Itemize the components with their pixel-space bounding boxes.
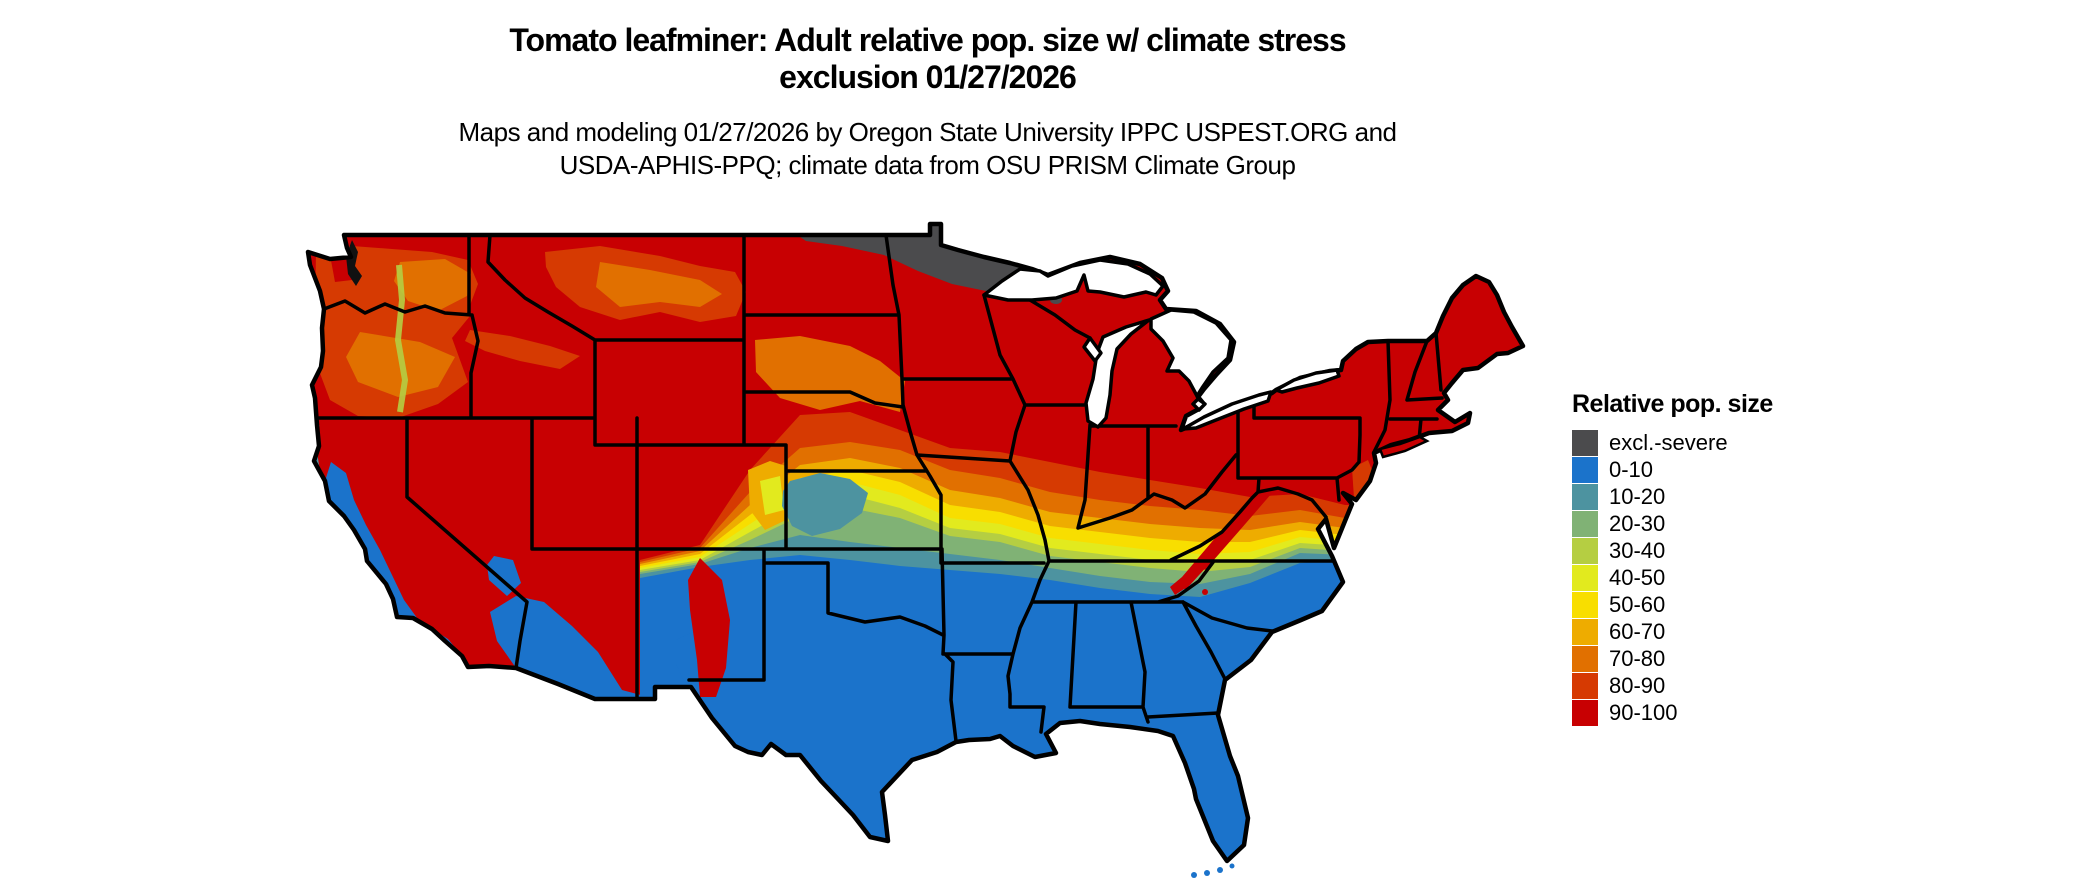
legend-item: 60-70 xyxy=(1572,619,1773,645)
legend-title: Relative pop. size xyxy=(1572,390,1773,418)
legend-label: 80-90 xyxy=(1609,673,1666,698)
legend-swatch xyxy=(1572,619,1598,645)
map-title-line1: Tomato leafminer: Adult relative pop. si… xyxy=(509,22,1346,58)
patch-nevada-0-10 xyxy=(487,556,521,596)
green-bay xyxy=(1082,336,1103,363)
patch-smokies-dot-b xyxy=(1202,589,1208,595)
legend-swatch xyxy=(1572,511,1598,537)
legend-swatch xyxy=(1572,565,1598,591)
legend-label: 60-70 xyxy=(1609,619,1666,644)
lake-ontario xyxy=(1274,368,1341,394)
cascades-fringe xyxy=(394,264,409,413)
key-dot xyxy=(1191,872,1197,878)
legend-swatch xyxy=(1572,430,1598,456)
legend-swatch xyxy=(1572,484,1598,510)
patch-california-0-10 xyxy=(325,462,468,666)
legend-swatch xyxy=(1572,592,1598,618)
lake-superior xyxy=(982,258,1165,302)
legend-item: 90-100 xyxy=(1572,700,1773,726)
legend-item: excl.-severe xyxy=(1572,430,1773,456)
patch-newmexico-90-100 xyxy=(688,558,730,697)
patch-appalachia-90-100-b xyxy=(1170,495,1262,595)
legend-item: 20-30 xyxy=(1572,511,1773,537)
map-title-line2: exclusion 01/27/2026 xyxy=(779,59,1077,95)
key-dot xyxy=(1217,867,1223,873)
legend-item: 30-40 xyxy=(1572,538,1773,564)
legend-swatch xyxy=(1572,538,1598,564)
key-dot xyxy=(1229,863,1235,869)
legend-item: 50-60 xyxy=(1572,592,1773,618)
lake-michigan xyxy=(1084,318,1151,429)
region-excluded-severe xyxy=(800,225,1048,293)
legend-item: 70-80 xyxy=(1572,646,1773,672)
great-lakes xyxy=(982,258,1341,431)
patch-colorado-40-50 xyxy=(760,476,784,515)
legend-label: 90-100 xyxy=(1609,700,1678,725)
map-subtitle: Maps and modeling 01/27/2026 by Oregon S… xyxy=(0,116,1855,182)
lake-huron xyxy=(1149,308,1233,398)
legend-item: 0-10 xyxy=(1572,457,1773,483)
map-subtitle-line1: Maps and modeling 01/27/2026 by Oregon S… xyxy=(458,117,1397,147)
conus-outline xyxy=(305,221,1526,864)
key-dot xyxy=(1204,870,1210,876)
legend-swatch xyxy=(1572,646,1598,672)
long-island xyxy=(1378,435,1430,459)
legend-label: 10-20 xyxy=(1609,484,1666,509)
patch-montana-70-80 xyxy=(596,262,722,307)
legend-label: excl.-severe xyxy=(1609,430,1728,455)
legend-label: 50-60 xyxy=(1609,592,1666,617)
legend-label: 30-40 xyxy=(1609,538,1666,563)
map-subtitle-line2: USDA-APHIS-PPQ; climate data from OSU PR… xyxy=(559,150,1296,180)
legend-item: 80-90 xyxy=(1572,673,1773,699)
legend: Relative pop. size excl.-severe 0-10 10-… xyxy=(1572,390,1773,727)
legend-item: 40-50 xyxy=(1572,565,1773,591)
raster-fills xyxy=(308,224,1523,861)
legend-label: 70-80 xyxy=(1609,646,1666,671)
patch-snake-plain-80-90 xyxy=(465,330,580,369)
patch-columbia-basin-70-80 xyxy=(394,259,471,311)
patch-kansas-10-20 xyxy=(782,473,868,536)
legend-swatch xyxy=(1572,673,1598,699)
legend-label: 40-50 xyxy=(1609,565,1666,590)
florida-keys xyxy=(1191,863,1235,878)
lake-erie xyxy=(1181,390,1273,431)
legend-swatch xyxy=(1572,457,1598,483)
patch-smokies-dot-a xyxy=(1181,581,1189,589)
legend-item: 10-20 xyxy=(1572,484,1773,510)
legend-label: 20-30 xyxy=(1609,511,1666,536)
lake-st-clair xyxy=(1191,397,1207,412)
header: Tomato leafminer: Adult relative pop. si… xyxy=(0,22,1855,182)
legend-swatch xyxy=(1572,700,1598,726)
legend-label: 0-10 xyxy=(1609,457,1654,482)
